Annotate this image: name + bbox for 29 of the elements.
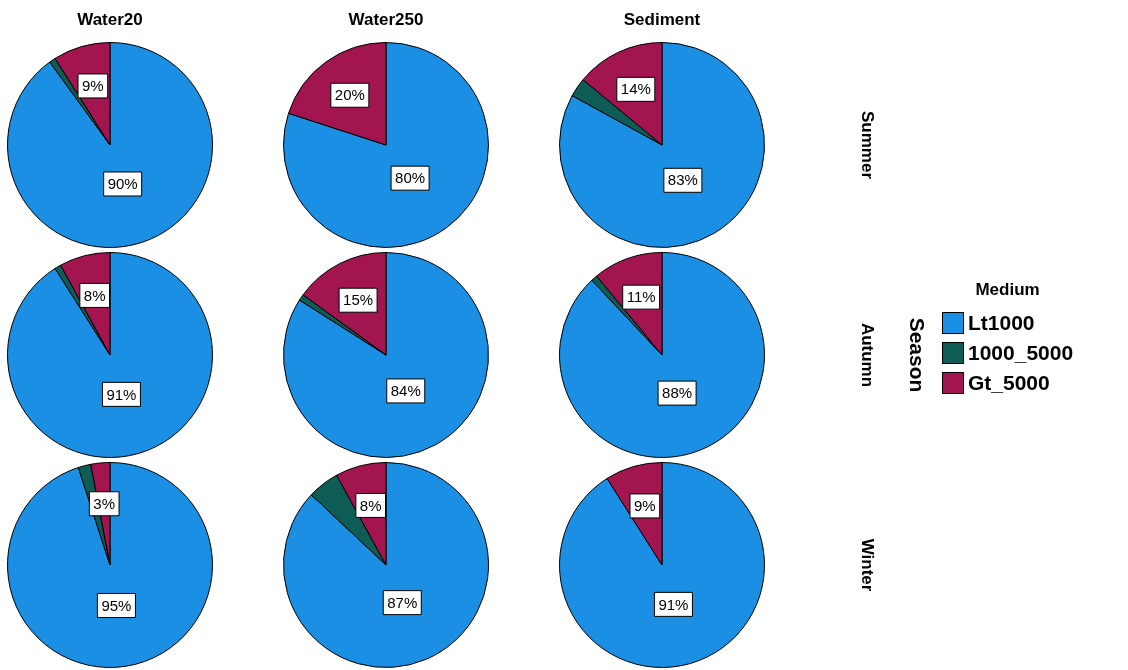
data-label: 91%	[658, 595, 689, 613]
legend-title: Medium	[974, 280, 1041, 300]
data-label: 20%	[334, 86, 365, 104]
legend-label: Gt_5000	[968, 371, 1050, 395]
data-label: 8%	[359, 496, 382, 514]
data-label: 91%	[106, 385, 137, 403]
chart-title: Sediment	[622, 10, 702, 30]
data-label: 8%	[83, 286, 106, 304]
data-label: 14%	[620, 80, 651, 98]
text: Autumn	[857, 322, 877, 388]
data-label: 15%	[343, 291, 374, 309]
chart-title: Water250	[347, 10, 425, 30]
text: Season	[905, 317, 929, 393]
data-label: 3%	[93, 494, 116, 512]
data-label: 90%	[107, 175, 138, 193]
data-label: 95%	[101, 596, 132, 614]
data-label: 9%	[634, 497, 656, 515]
data-label: 87%	[387, 593, 418, 611]
text: Summer	[857, 110, 877, 180]
data-label: 83%	[667, 171, 698, 189]
data-label: 88%	[662, 384, 693, 402]
data-label: 80%	[395, 169, 426, 187]
text: Winter	[857, 538, 877, 592]
data-label: 84%	[390, 382, 421, 400]
data-label: 9%	[82, 77, 104, 95]
legend-label: Lt1000	[968, 311, 1035, 335]
legend-label: 1000_5000	[968, 341, 1074, 365]
data-label: 11%	[626, 288, 656, 306]
chart-title: Water20	[76, 10, 144, 30]
